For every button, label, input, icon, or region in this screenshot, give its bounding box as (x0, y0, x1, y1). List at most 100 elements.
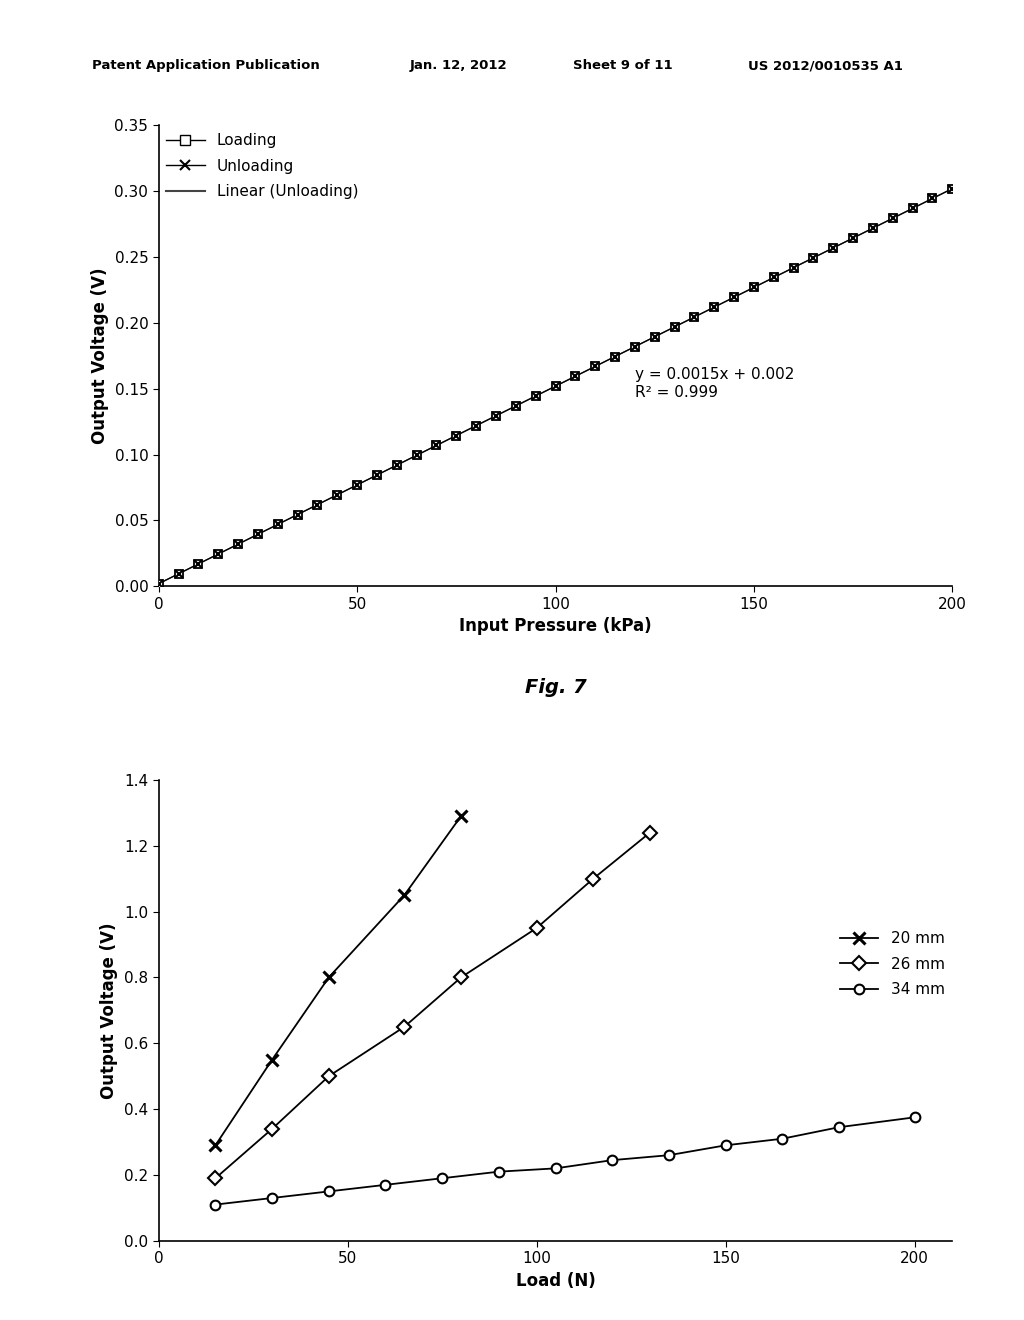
Text: Jan. 12, 2012: Jan. 12, 2012 (410, 59, 507, 73)
Unloading (231, 536, 245, 552)
Loading (529, 388, 542, 404)
34 mm (266, 1191, 279, 1206)
Loading (629, 339, 641, 355)
Loading (569, 368, 582, 384)
X-axis label: Load (N): Load (N) (516, 1271, 595, 1290)
Loading (669, 319, 681, 335)
Unloading (669, 319, 681, 335)
26 mm (398, 1019, 411, 1035)
Line: 34 mm: 34 mm (211, 1113, 920, 1209)
Loading (271, 516, 284, 532)
Unloading (489, 408, 502, 424)
20 mm (266, 1052, 279, 1068)
Loading (351, 477, 364, 492)
26 mm (323, 1068, 335, 1084)
Loading (688, 309, 700, 325)
Loading (391, 457, 403, 473)
Unloading (728, 289, 740, 305)
26 mm (587, 871, 599, 887)
Loading (331, 487, 343, 503)
Loading (748, 280, 760, 296)
Unloading (411, 447, 423, 463)
Loading (193, 556, 205, 572)
Unloading (768, 269, 780, 285)
34 mm (606, 1152, 618, 1168)
Loading (311, 496, 324, 512)
Loading (153, 576, 165, 591)
Legend: Loading, Unloading, Linear (Unloading): Loading, Unloading, Linear (Unloading) (166, 133, 358, 199)
Y-axis label: Output Voltage (V): Output Voltage (V) (100, 923, 119, 1098)
Unloading (787, 260, 800, 276)
Unloading (609, 348, 622, 364)
Unloading (847, 230, 859, 246)
Unloading (252, 527, 264, 543)
Line: Loading: Loading (155, 185, 956, 587)
34 mm (323, 1184, 335, 1200)
Loading (510, 397, 522, 413)
Y-axis label: Output Voltage (V): Output Voltage (V) (91, 268, 109, 444)
34 mm (550, 1160, 562, 1176)
Unloading (153, 576, 165, 591)
Loading (489, 408, 502, 424)
34 mm (379, 1177, 391, 1193)
Unloading (589, 359, 601, 375)
20 mm (323, 969, 335, 985)
Unloading (212, 546, 224, 562)
Loading (172, 566, 184, 582)
Loading (212, 546, 224, 562)
34 mm (833, 1119, 845, 1135)
Loading (768, 269, 780, 285)
Unloading (451, 428, 463, 444)
Loading (787, 260, 800, 276)
Loading (231, 536, 245, 552)
34 mm (776, 1131, 788, 1147)
20 mm (398, 887, 411, 903)
Loading (709, 300, 721, 315)
Loading (252, 527, 264, 543)
Loading (827, 240, 840, 256)
Unloading (391, 457, 403, 473)
Text: Patent Application Publication: Patent Application Publication (92, 59, 319, 73)
X-axis label: Input Pressure (kPa): Input Pressure (kPa) (459, 618, 652, 635)
34 mm (663, 1147, 675, 1163)
Loading (609, 348, 622, 364)
Unloading (172, 566, 184, 582)
Loading (728, 289, 740, 305)
Loading (867, 220, 880, 236)
34 mm (436, 1171, 449, 1187)
Unloading (569, 368, 582, 384)
Unloading (748, 280, 760, 296)
Loading (807, 249, 819, 265)
20 mm (455, 808, 467, 824)
Text: US 2012/0010535 A1: US 2012/0010535 A1 (748, 59, 902, 73)
Loading (292, 507, 304, 523)
Unloading (688, 309, 700, 325)
26 mm (455, 969, 467, 985)
Loading (906, 201, 919, 216)
26 mm (530, 920, 543, 936)
Unloading (867, 220, 880, 236)
34 mm (908, 1109, 921, 1125)
Unloading (193, 556, 205, 572)
20 mm (209, 1138, 221, 1154)
Loading (451, 428, 463, 444)
Unloading (906, 201, 919, 216)
Text: y = 0.0015x + 0.002
R² = 0.999: y = 0.0015x + 0.002 R² = 0.999 (635, 367, 795, 400)
Unloading (807, 249, 819, 265)
Unloading (510, 397, 522, 413)
Unloading (351, 477, 364, 492)
Text: Fig. 7: Fig. 7 (524, 678, 587, 697)
Line: Unloading: Unloading (155, 185, 956, 587)
Text: Sheet 9 of 11: Sheet 9 of 11 (573, 59, 673, 73)
34 mm (720, 1138, 732, 1154)
Unloading (371, 467, 383, 483)
Loading (946, 181, 958, 197)
Loading (430, 437, 442, 453)
Unloading (292, 507, 304, 523)
Unloading (827, 240, 840, 256)
Unloading (271, 516, 284, 532)
Loading (648, 329, 660, 345)
Unloading (331, 487, 343, 503)
26 mm (644, 825, 656, 841)
Loading (470, 417, 482, 433)
